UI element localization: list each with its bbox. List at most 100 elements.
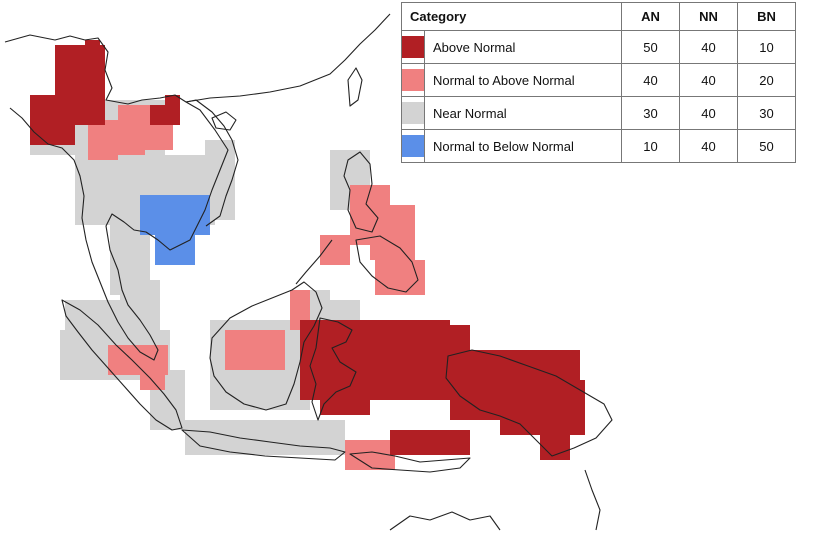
forecast-cell — [313, 320, 320, 333]
forecast-cell — [345, 453, 358, 466]
forecast-cell — [131, 118, 144, 131]
forecast-cell — [88, 168, 101, 181]
forecast-cell — [81, 97, 94, 110]
header-bn: BN — [737, 2, 796, 31]
forecast-cell — [333, 261, 346, 265]
forecast-cell — [198, 446, 211, 455]
forecast-cell — [385, 372, 398, 385]
forecast-cell — [123, 267, 136, 280]
forecast-cell — [264, 356, 277, 369]
legend-value-nn: 40 — [679, 30, 738, 64]
forecast-cell — [88, 220, 101, 225]
forecast-cell — [320, 333, 333, 346]
forecast-cell — [341, 433, 345, 446]
forecast-cell — [320, 359, 333, 372]
forecast-cell — [218, 192, 231, 205]
forecast-cell — [114, 181, 127, 194]
forecast-cell — [250, 420, 263, 433]
forecast-cell — [195, 195, 208, 208]
forecast-cell — [343, 202, 356, 210]
forecast-cell — [320, 261, 333, 265]
forecast-cell — [166, 155, 179, 168]
forecast-cell — [372, 385, 385, 398]
forecast-cell — [566, 420, 570, 433]
forecast-cell — [194, 238, 195, 251]
forecast-cell — [110, 241, 123, 254]
forecast-cell — [343, 300, 356, 313]
legend-row: Near Normal 30 40 30 — [401, 96, 796, 130]
legend-swatch — [402, 69, 424, 91]
forecast-cell — [153, 155, 166, 168]
forecast-cell — [401, 273, 414, 286]
forecast-cell — [463, 415, 476, 420]
coastline-visayas-mindanao — [355, 235, 419, 293]
forecast-cell — [88, 146, 101, 159]
forecast-cell — [192, 181, 205, 194]
forecast-cell — [231, 153, 235, 166]
forecast-cell — [276, 420, 289, 433]
forecast-cell — [231, 205, 235, 218]
forecast-cell — [429, 430, 442, 443]
forecast-cell — [94, 97, 105, 110]
forecast-cell — [159, 280, 160, 293]
forecast-cell — [330, 300, 343, 313]
forecast-cell — [358, 466, 371, 470]
forecast-cell — [359, 346, 372, 359]
forecast-cell — [159, 319, 160, 332]
forecast-cell — [264, 343, 277, 356]
forecast-cell — [369, 150, 370, 163]
forecast-cell — [513, 380, 526, 393]
forecast-cell — [91, 313, 104, 326]
forecast-cell — [147, 345, 160, 358]
forecast-cell — [313, 372, 320, 385]
forecast-cell — [277, 343, 285, 356]
forecast-cell — [370, 257, 383, 260]
forecast-cell — [118, 118, 131, 131]
forecast-grid-cells — [30, 40, 585, 470]
forecast-cell — [150, 105, 163, 118]
forecast-cell — [515, 363, 528, 376]
forecast-cell — [513, 419, 526, 432]
forecast-cell — [179, 181, 192, 194]
forecast-cell — [55, 71, 68, 84]
forecast-cell — [163, 118, 170, 125]
forecast-cell — [85, 53, 98, 66]
forecast-cell — [146, 293, 159, 306]
legend-value-an: 50 — [621, 30, 680, 64]
forecast-cell — [302, 420, 315, 433]
forecast-cell — [263, 446, 276, 455]
forecast-cell — [176, 370, 185, 383]
forecast-cell — [429, 443, 442, 455]
forecast-cell — [330, 176, 343, 189]
forecast-cell — [123, 254, 136, 267]
forecast-cell — [437, 398, 450, 400]
forecast-cell — [153, 208, 166, 221]
forecast-cell — [114, 194, 127, 207]
forecast-cell — [223, 385, 236, 398]
forecast-cell — [131, 143, 144, 155]
forecast-cell — [409, 257, 415, 260]
forecast-cell — [163, 409, 176, 422]
forecast-cell — [263, 420, 276, 433]
coastline-taiwan — [347, 67, 363, 107]
forecast-cell — [346, 390, 359, 403]
forecast-cell — [372, 359, 385, 372]
forecast-cell — [320, 235, 333, 248]
forecast-cell — [166, 181, 179, 194]
forecast-cell — [60, 330, 73, 343]
forecast-cell — [88, 181, 101, 194]
forecast-cell — [409, 218, 415, 231]
forecast-cell — [567, 350, 580, 363]
forecast-cell — [133, 280, 146, 293]
forecast-cell — [463, 389, 476, 402]
forecast-cell — [262, 320, 275, 333]
forecast-cell — [350, 185, 363, 198]
forecast-cell — [333, 403, 346, 415]
forecast-cell — [231, 218, 235, 220]
forecast-cell — [372, 372, 385, 385]
forecast-cell — [423, 338, 436, 351]
forecast-cell — [157, 144, 170, 150]
forecast-cell — [277, 356, 285, 369]
forecast-cell — [275, 398, 288, 410]
forecast-cell — [123, 241, 136, 254]
